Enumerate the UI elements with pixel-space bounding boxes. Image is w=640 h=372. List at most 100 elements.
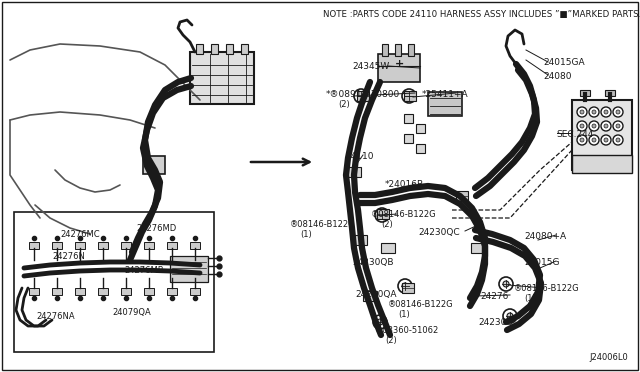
Text: *®08911-10800: *®08911-10800	[326, 90, 400, 99]
Bar	[190, 288, 200, 295]
Bar	[144, 288, 154, 295]
Text: 24230QC: 24230QC	[418, 228, 460, 237]
Circle shape	[601, 107, 611, 117]
Circle shape	[358, 93, 364, 99]
Circle shape	[589, 107, 599, 117]
Bar	[29, 288, 39, 295]
Bar	[377, 209, 389, 219]
Circle shape	[592, 138, 596, 142]
Bar	[471, 243, 485, 253]
Circle shape	[373, 315, 387, 329]
Text: NOTE :PARTS CODE 24110 HARNESS ASSY INCLUDES ”■”MARKED PARTS.: NOTE :PARTS CODE 24110 HARNESS ASSY INCL…	[323, 10, 640, 19]
Bar	[143, 156, 165, 174]
Bar	[456, 191, 468, 201]
Bar	[382, 44, 388, 56]
Text: (2): (2)	[385, 336, 397, 345]
Bar	[14, 212, 214, 352]
Text: (1): (1)	[398, 310, 410, 319]
Text: 24276NA: 24276NA	[36, 312, 75, 321]
Bar	[404, 91, 416, 101]
Bar	[347, 167, 361, 177]
Circle shape	[604, 124, 608, 128]
Text: 24276: 24276	[480, 292, 508, 301]
Text: 24230D: 24230D	[478, 318, 513, 327]
Circle shape	[577, 107, 587, 117]
Bar	[605, 90, 615, 96]
Text: (2): (2)	[338, 100, 349, 109]
Circle shape	[601, 121, 611, 131]
Bar	[378, 54, 420, 82]
Circle shape	[580, 110, 584, 114]
Bar	[241, 44, 248, 54]
Circle shape	[580, 138, 584, 142]
Text: 24015G: 24015G	[524, 258, 559, 267]
Circle shape	[613, 121, 623, 131]
Bar	[363, 291, 377, 301]
Bar	[52, 242, 62, 249]
Text: 24015GA: 24015GA	[543, 58, 584, 67]
Circle shape	[613, 107, 623, 117]
Bar	[211, 44, 218, 54]
Bar	[167, 242, 177, 249]
Bar	[98, 288, 108, 295]
Text: ®08146-B122G: ®08146-B122G	[388, 300, 454, 309]
Bar	[428, 92, 462, 116]
Bar	[75, 242, 85, 249]
Bar	[52, 288, 62, 295]
Bar	[408, 44, 414, 56]
Bar	[402, 283, 414, 293]
Bar	[167, 288, 177, 295]
Circle shape	[406, 93, 412, 99]
Text: +: +	[394, 59, 404, 69]
Text: 24080: 24080	[543, 72, 572, 81]
Bar	[381, 243, 395, 253]
Text: 24230QB: 24230QB	[352, 258, 394, 267]
Circle shape	[402, 89, 416, 103]
Circle shape	[354, 89, 368, 103]
Text: ®08146-B122G: ®08146-B122G	[290, 220, 356, 229]
Circle shape	[589, 135, 599, 145]
Circle shape	[379, 212, 385, 218]
Bar	[395, 44, 401, 56]
Circle shape	[604, 110, 608, 114]
Circle shape	[592, 110, 596, 114]
Text: 24230QA: 24230QA	[355, 290, 397, 299]
Circle shape	[577, 121, 587, 131]
Circle shape	[377, 319, 383, 325]
Text: 24110: 24110	[345, 152, 374, 161]
Text: SEC.244: SEC.244	[556, 130, 593, 139]
Bar	[572, 155, 632, 173]
Text: J24006L0: J24006L0	[589, 353, 628, 362]
Text: *25411+A: *25411+A	[422, 90, 468, 99]
Bar	[404, 134, 413, 143]
Circle shape	[398, 279, 412, 293]
Bar	[226, 44, 233, 54]
Circle shape	[616, 110, 620, 114]
Circle shape	[601, 135, 611, 145]
Text: 24080+A: 24080+A	[524, 232, 566, 241]
Circle shape	[580, 124, 584, 128]
Bar	[98, 242, 108, 249]
Bar	[196, 44, 203, 54]
Text: 24079QA: 24079QA	[112, 308, 151, 317]
Text: ®08146-B122G: ®08146-B122G	[371, 210, 436, 219]
Text: 24276MD: 24276MD	[136, 224, 176, 233]
Text: *24016B: *24016B	[385, 180, 424, 189]
Circle shape	[577, 135, 587, 145]
Bar	[416, 144, 425, 153]
Circle shape	[499, 277, 513, 291]
Text: 24276MC: 24276MC	[60, 230, 100, 239]
Circle shape	[613, 135, 623, 145]
Circle shape	[589, 121, 599, 131]
Bar	[357, 91, 369, 101]
Bar	[416, 124, 425, 133]
Bar	[580, 90, 590, 96]
Circle shape	[616, 124, 620, 128]
Circle shape	[402, 283, 408, 289]
Bar	[572, 100, 632, 170]
Text: 24276MB: 24276MB	[124, 266, 164, 275]
Text: (1): (1)	[300, 230, 312, 239]
Bar	[121, 288, 131, 295]
Bar	[75, 288, 85, 295]
Circle shape	[375, 208, 389, 222]
